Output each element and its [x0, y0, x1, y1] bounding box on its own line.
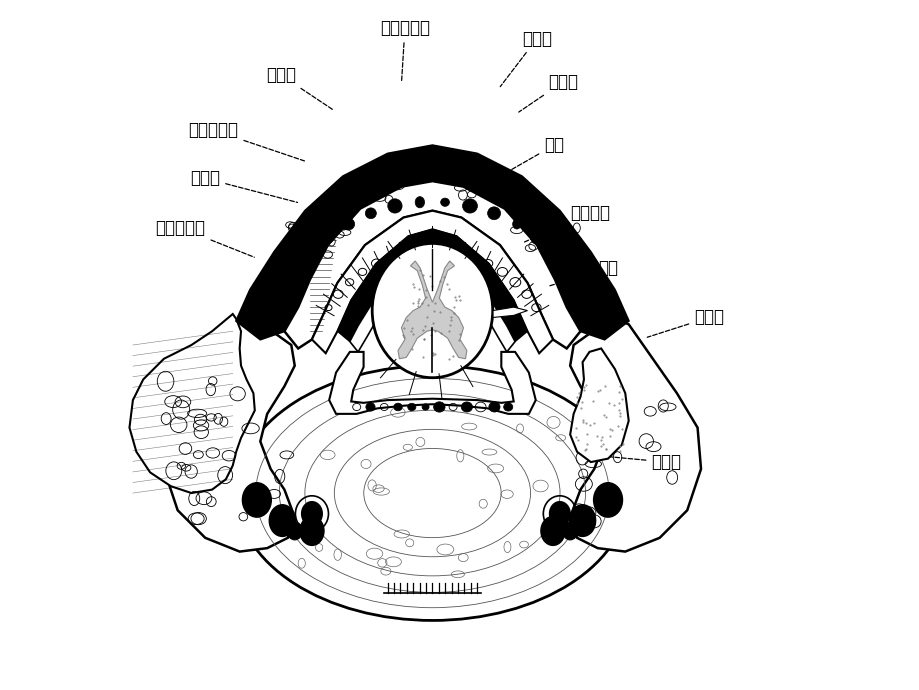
Ellipse shape — [503, 403, 512, 411]
Ellipse shape — [242, 483, 271, 517]
Ellipse shape — [562, 522, 577, 540]
Ellipse shape — [550, 250, 562, 260]
Polygon shape — [337, 229, 527, 342]
Ellipse shape — [488, 402, 499, 412]
Text: 椎动脉: 椎动脉 — [609, 453, 681, 471]
Text: 前根: 前根 — [548, 259, 617, 286]
Ellipse shape — [321, 233, 333, 244]
Polygon shape — [570, 317, 700, 551]
Ellipse shape — [462, 199, 477, 213]
Ellipse shape — [407, 404, 415, 411]
Ellipse shape — [393, 403, 402, 411]
Ellipse shape — [512, 219, 520, 229]
Ellipse shape — [569, 505, 595, 536]
Text: 硬脊膜下腔: 硬脊膜下腔 — [188, 121, 304, 161]
Text: 后根: 后根 — [501, 137, 563, 175]
Ellipse shape — [365, 208, 376, 219]
Text: 齿状韧带: 齿状韧带 — [524, 204, 609, 242]
Text: 软脊膜: 软脊膜 — [518, 73, 577, 112]
Polygon shape — [236, 146, 628, 339]
Ellipse shape — [387, 199, 402, 213]
Ellipse shape — [540, 516, 564, 545]
Ellipse shape — [269, 505, 295, 536]
Text: 蛛网膜: 蛛网膜 — [190, 169, 297, 202]
Text: 蛛网膜下腔: 蛛网膜下腔 — [155, 219, 254, 257]
Polygon shape — [570, 348, 628, 462]
Ellipse shape — [530, 232, 544, 244]
Ellipse shape — [366, 403, 375, 411]
Polygon shape — [284, 181, 580, 348]
Text: 黄韧带: 黄韧带 — [500, 30, 551, 87]
Polygon shape — [130, 314, 255, 493]
Ellipse shape — [287, 522, 302, 540]
Polygon shape — [312, 210, 552, 353]
Ellipse shape — [567, 270, 577, 279]
Polygon shape — [329, 352, 535, 414]
Ellipse shape — [460, 402, 472, 412]
Ellipse shape — [433, 402, 445, 412]
Ellipse shape — [341, 218, 355, 230]
Ellipse shape — [549, 502, 570, 526]
Ellipse shape — [300, 516, 323, 545]
Polygon shape — [349, 259, 515, 352]
Ellipse shape — [414, 197, 424, 208]
Text: 脊神经: 脊神经 — [646, 308, 723, 337]
Ellipse shape — [440, 198, 449, 206]
Polygon shape — [493, 307, 527, 317]
Text: 硬脊膜外腔: 硬脊膜外腔 — [380, 19, 429, 81]
Ellipse shape — [303, 251, 313, 259]
Ellipse shape — [301, 502, 322, 526]
Ellipse shape — [593, 483, 622, 517]
Ellipse shape — [285, 268, 300, 281]
Ellipse shape — [422, 404, 428, 410]
Ellipse shape — [372, 244, 493, 377]
Polygon shape — [398, 261, 466, 359]
Ellipse shape — [236, 366, 628, 620]
Ellipse shape — [487, 207, 500, 219]
Text: 硬脊膜: 硬脊膜 — [266, 66, 332, 109]
Polygon shape — [164, 317, 294, 551]
